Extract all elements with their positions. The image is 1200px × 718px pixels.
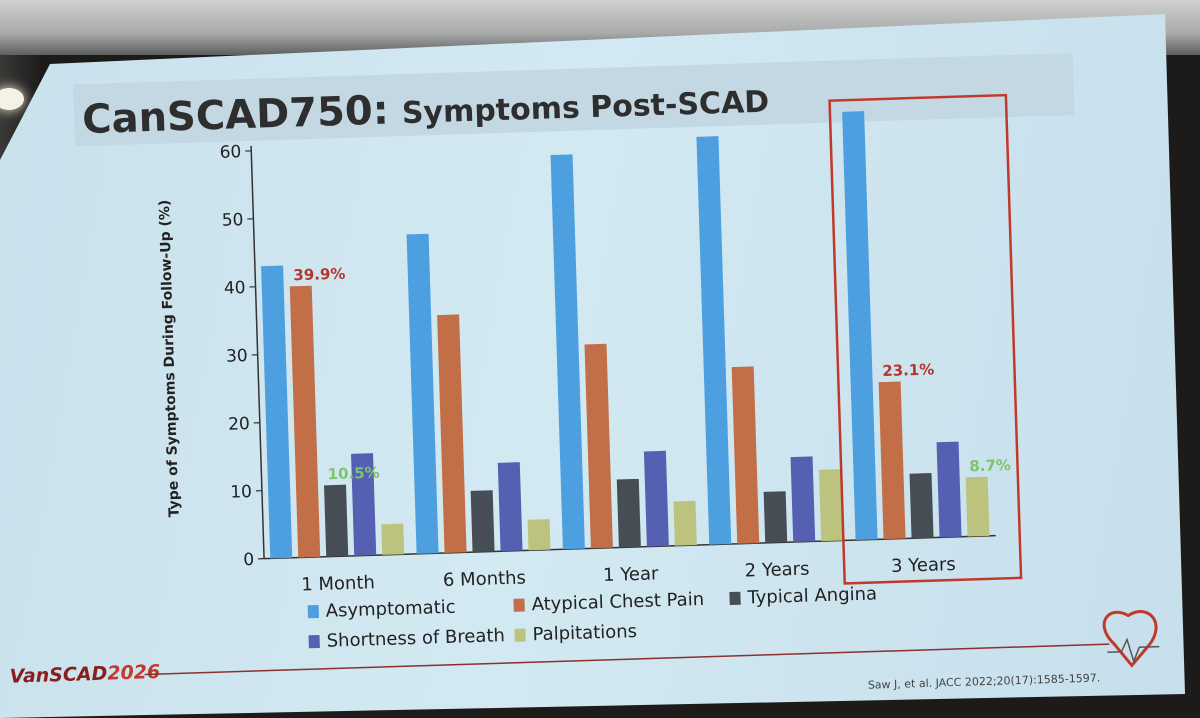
bar-asymptomatic-3-years xyxy=(842,111,878,541)
annotation-8-7-: 8.7% xyxy=(969,456,1011,475)
footer-brand-year: 2026 xyxy=(107,661,161,685)
bar-atypical-chest-pain-2-years xyxy=(731,366,760,544)
y-axis-line xyxy=(250,145,265,559)
legend-label-atypical-chest-pain: Atypical Chest Pain xyxy=(531,589,704,615)
bar-atypical-chest-pain-6-months xyxy=(437,314,467,553)
legend-swatch-typical-angina xyxy=(729,591,741,606)
bars xyxy=(261,111,990,559)
bar-typical-angina-1-year xyxy=(616,478,641,548)
citation: Saw J, et al. JACC 2022;20(17):1585-1597… xyxy=(868,671,1101,691)
x-tick-label-3-years: 3 Years xyxy=(891,554,956,577)
y-tick-label-50: 50 xyxy=(221,210,243,231)
bar-palpitations-3-years xyxy=(965,476,990,537)
legend-swatch-asymptomatic xyxy=(307,604,319,619)
x-tick-label-1-month: 1 Month xyxy=(301,572,375,595)
bar-typical-angina-2-years xyxy=(763,491,788,543)
x-tick-label-1-year: 1 Year xyxy=(603,563,660,586)
bar-shortness-of-breath-3-years xyxy=(936,441,962,538)
category-labels: 1 Month 6 Months 1 Year 2 Years 3 Years xyxy=(301,554,956,596)
y-axis-label: Type of Symptoms During Follow-Up (%) xyxy=(157,199,183,517)
legend-label-shortness-of-breath: Shortness of Breath xyxy=(326,625,505,652)
bar-typical-angina-3-years xyxy=(909,473,934,539)
legend-label-typical-angina: Typical Angina xyxy=(746,583,877,608)
title-banner xyxy=(73,53,1075,147)
footer-brand: VanSCAD2026 xyxy=(9,661,160,688)
ecg-line-icon xyxy=(1107,637,1160,664)
y-tick-label-40: 40 xyxy=(224,278,246,299)
legend-label-palpitations: Palpitations xyxy=(532,621,637,645)
data-annotations: 39.9% 10.5% 23.1% 8.7% xyxy=(293,265,1011,484)
bar-atypical-chest-pain-1-year xyxy=(584,343,613,549)
y-tick-label-20: 20 xyxy=(228,414,250,435)
bar-atypical-chest-pain-1-month xyxy=(289,285,321,558)
slide-title: CanSCAD750: Symptoms Post-SCAD xyxy=(81,76,769,144)
bar-shortness-of-breath-2-years xyxy=(790,456,816,543)
legend-swatch-shortness-of-breath xyxy=(308,634,320,649)
ceiling-light xyxy=(0,88,24,110)
bar-palpitations-2-years xyxy=(818,469,844,542)
bar-asymptomatic-6-months xyxy=(406,233,439,554)
bar-shortness-of-breath-1-year xyxy=(643,450,669,547)
bar-palpitations-1-year xyxy=(673,500,697,546)
bar-asymptomatic-1-month xyxy=(261,265,293,559)
bar-atypical-chest-pain-3-years xyxy=(878,381,906,540)
y-tick-label-0: 0 xyxy=(243,550,254,570)
legend-swatch-palpitations xyxy=(514,628,526,642)
y-tick-label-30: 30 xyxy=(226,346,248,367)
bar-palpitations-1-month xyxy=(381,523,405,555)
bar-typical-angina-6-months xyxy=(470,490,495,553)
bar-asymptomatic-2-years xyxy=(696,136,732,545)
annotation-39-9-: 39.9% xyxy=(293,265,346,285)
annotation-23-1-: 23.1% xyxy=(882,360,935,380)
annotation-10-5-: 10.5% xyxy=(327,464,380,484)
x-tick-label-6-months: 6 Months xyxy=(443,567,527,591)
footer-rule xyxy=(144,643,1110,676)
y-tick-label-10: 10 xyxy=(230,482,252,503)
title-bold: CanSCAD750: xyxy=(81,88,389,144)
bar-palpitations-6-months xyxy=(527,519,551,551)
legend-label-asymptomatic: Asymptomatic xyxy=(325,597,456,622)
bar-shortness-of-breath-6-months xyxy=(497,462,523,552)
y-tick-label-60: 60 xyxy=(219,142,241,163)
heart-logo-icon xyxy=(1102,610,1158,668)
bar-asymptomatic-1-year xyxy=(550,154,585,550)
highlight-box-3-years xyxy=(828,93,1023,585)
bar-shortness-of-breath-1-month xyxy=(351,453,377,556)
bar-typical-angina-1-month xyxy=(324,484,349,557)
legend: Asymptomatic Atypical Chest Pain Typical A… xyxy=(307,583,877,652)
legend-swatch-atypical-chest-pain xyxy=(513,598,525,612)
x-tick-label-2-years: 2 Years xyxy=(744,559,809,582)
footer-brand-van: VanSCAD xyxy=(9,663,107,688)
